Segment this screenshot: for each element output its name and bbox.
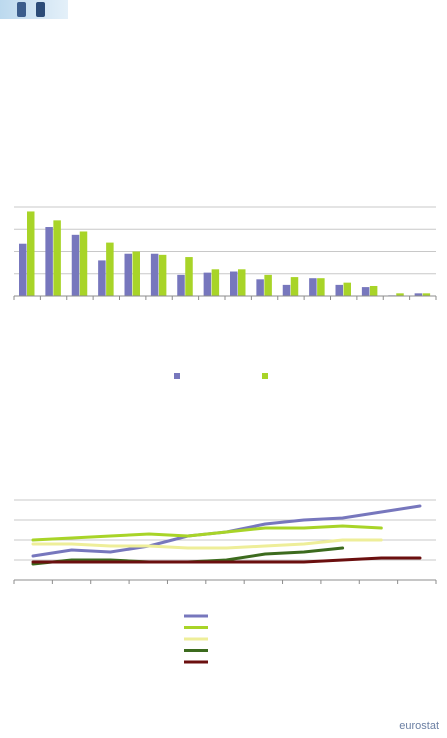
bar: [27, 211, 35, 296]
bar: [177, 274, 185, 296]
bar: [396, 293, 404, 296]
bar: [230, 271, 238, 296]
bar: [158, 254, 167, 296]
bar: [124, 253, 132, 296]
bar: [132, 251, 140, 296]
bar: [256, 279, 264, 296]
logo-block: [36, 2, 45, 17]
bar-chart: [13, 206, 437, 379]
bar: [264, 274, 272, 296]
bar: [361, 287, 370, 296]
bar: [98, 260, 106, 296]
series-line: [31, 524, 383, 542]
bar: [309, 278, 317, 296]
bar: [211, 269, 220, 296]
bar: [203, 272, 212, 296]
bar: [422, 293, 431, 296]
bar: [317, 278, 325, 296]
bar: [414, 293, 423, 296]
bar: [106, 242, 114, 296]
bar: [150, 253, 159, 296]
bar: [45, 227, 53, 296]
bar: [53, 220, 61, 296]
bar: [343, 282, 351, 296]
bar: [185, 257, 193, 296]
logo-block: [17, 2, 26, 17]
legend-swatch: [262, 373, 268, 379]
bar: [282, 284, 291, 296]
bar: [238, 269, 246, 296]
bar: [290, 277, 299, 296]
series-line: [31, 556, 422, 564]
line-chart: [13, 499, 437, 664]
footer-brand: eurostat: [399, 720, 439, 732]
bar: [335, 284, 343, 296]
bar: [79, 231, 88, 296]
legend-swatch: [174, 373, 180, 379]
bar: [369, 285, 378, 296]
bar: [19, 243, 27, 296]
series-line: [31, 538, 383, 550]
eurostat-banner-icon: [0, 0, 68, 19]
bar: [71, 234, 80, 296]
